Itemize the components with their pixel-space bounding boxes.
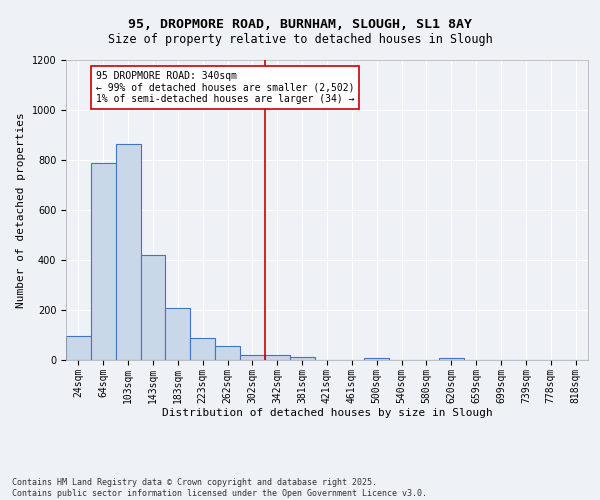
Text: 95, DROPMORE ROAD, BURNHAM, SLOUGH, SL1 8AY: 95, DROPMORE ROAD, BURNHAM, SLOUGH, SL1 … (128, 18, 472, 30)
Text: Contains HM Land Registry data © Crown copyright and database right 2025.
Contai: Contains HM Land Registry data © Crown c… (12, 478, 427, 498)
Bar (116, 144, 140, 360)
Bar (215, 346, 240, 360)
Bar (166, 308, 190, 360)
Bar (265, 354, 290, 360)
Y-axis label: Number of detached properties: Number of detached properties (16, 112, 26, 308)
Text: Size of property relative to detached houses in Slough: Size of property relative to detached ho… (107, 32, 493, 46)
Bar (364, 358, 389, 360)
Bar (439, 358, 464, 360)
Bar (91, 162, 116, 360)
Bar (140, 255, 166, 360)
Bar (66, 336, 91, 360)
Bar (290, 357, 314, 360)
Bar (240, 354, 265, 360)
Bar (190, 338, 215, 360)
Text: 95 DROPMORE ROAD: 340sqm
← 99% of detached houses are smaller (2,502)
1% of semi: 95 DROPMORE ROAD: 340sqm ← 99% of detach… (96, 71, 355, 104)
X-axis label: Distribution of detached houses by size in Slough: Distribution of detached houses by size … (161, 408, 493, 418)
